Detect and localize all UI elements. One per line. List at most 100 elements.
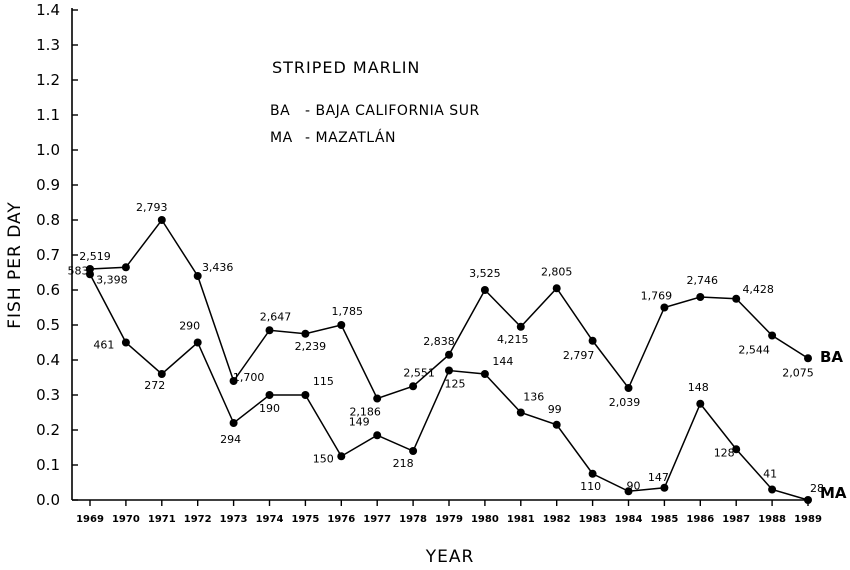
data-label-ma: 294 [220,433,241,446]
series-group [86,216,812,504]
data-label-ba: 1,769 [641,290,673,303]
data-point-ba [768,331,777,340]
x-tick-label: 1979 [435,514,463,525]
x-tick-label: 1977 [363,514,391,525]
x-tick-label: 1975 [291,514,319,525]
data-point-ba [480,286,489,294]
y-tick-label: 1.4 [36,1,60,19]
data-point-ba [732,294,741,303]
data-label-ma: 218 [393,457,414,470]
data-label-ma: 147 [648,471,669,484]
data-point-ba [409,382,418,391]
x-tick-label: 1985 [650,514,678,525]
y-tick-label: 0.5 [36,316,60,334]
data-label-ba: 2,075 [782,366,814,379]
x-tick-label: 1972 [184,514,212,525]
data-label-ma: 148 [688,381,709,394]
data-label-ma: 128 [714,446,735,459]
data-label-ma: 41 [763,468,777,481]
x-tick-label: 1978 [399,514,427,525]
data-label-ba: 2,797 [563,349,595,362]
x-tick-label: 1974 [256,514,284,525]
data-point-ma [265,391,274,399]
legend-code-ma: MA [270,130,293,146]
y-tick-label: 1.3 [36,36,60,54]
data-point-ma [588,469,597,478]
data-point-ma [409,447,418,455]
data-point-ma [373,431,382,440]
data-label-ma: 90 [627,479,641,492]
y-tick-label: 0.6 [36,281,60,299]
data-point-ma [768,485,777,494]
data-point-ba [660,303,669,312]
data-point-ba [696,293,705,301]
data-label-ba: 3,525 [469,267,501,280]
data-point-ba [804,354,812,363]
legend-label-ba: - BAJA CALIFORNIA SUR [305,103,480,119]
data-point-ba [337,321,346,329]
y-ticks: 0.0 0.1 0.2 0.3 0.4 0.5 0.6 0.7 0.8 0.9 1.0 1.1 1.2 1… [36,1,78,509]
x-tick-label: 1982 [543,514,571,525]
y-axis-label: FISH PER DAY [5,201,25,328]
data-point-ma [804,496,812,504]
y-tick-label: 0.2 [36,421,60,439]
data-point-ma [552,420,561,429]
data-label-ba: 2,793 [136,201,168,214]
data-label-ma: 272 [144,379,165,392]
x-tick-label: 1981 [507,514,535,525]
data-point-ma [445,366,453,375]
data-label-ma: 190 [259,402,280,415]
data-point-ma [660,483,669,492]
data-point-ba [229,377,238,385]
x-tick-label: 1983 [579,514,607,525]
x-tick-label: 1973 [220,514,248,525]
x-axis-label: YEAR [425,547,475,567]
legend-label-ma: - MAZATLÁN [305,129,396,146]
data-label-ba: 4,215 [497,333,529,346]
data-point-ma [732,445,741,454]
data-point-ba [265,326,274,335]
y-tick-label: 1.1 [36,106,60,124]
data-label-ba: 2,239 [295,340,327,353]
data-point-ma [193,338,202,347]
data-point-ba [516,322,525,331]
y-tick-label: 0.3 [36,386,60,404]
series-end-label-ba: BA [820,348,843,366]
x-tick-label: 1986 [686,514,714,525]
data-point-ba [157,216,166,224]
data-point-ma [516,408,525,417]
y-tick-label: 0.8 [36,211,60,229]
data-label-ba: 1,700 [233,371,265,384]
data-point-ba [373,394,382,403]
x-tick-label: 1988 [758,514,786,525]
y-tick-label: 0.9 [36,176,60,194]
data-label-ma: 461 [93,339,114,352]
data-label-ma: 136 [523,391,544,404]
data-label-ma: 125 [445,378,466,391]
data-label-ba: 2,519 [79,250,111,263]
data-label-ba: 2,805 [541,265,573,278]
data-point-ba [301,329,310,338]
axes [71,8,808,501]
x-tick-label: 1969 [76,514,104,525]
data-label-ma: 28 [810,482,824,495]
data-point-ba [445,350,453,359]
x-tick-label: 1976 [327,514,355,525]
data-label-ba: 2,746 [687,274,719,287]
data-label-ba: 2,647 [260,310,292,323]
data-label-ma: 583 [68,264,89,277]
data-point-ma [337,452,346,461]
data-label-ma: 144 [492,355,513,368]
chart-title: STRIPED MARLIN [272,58,420,77]
y-tick-label: 1.0 [36,141,60,159]
data-point-ma [86,270,94,279]
data-label-ba: 2,544 [738,344,770,357]
y-tick-label: 0.7 [36,246,60,264]
data-point-ba [588,336,597,345]
data-point-ma [624,487,633,496]
data-point-ma [121,338,130,347]
data-point-ba [121,263,130,272]
x-ticks: 1969 1970 1971 1972 1973 1974 1975 1976 1977 1978… [76,500,822,525]
data-label-ba: 1,785 [332,305,364,318]
